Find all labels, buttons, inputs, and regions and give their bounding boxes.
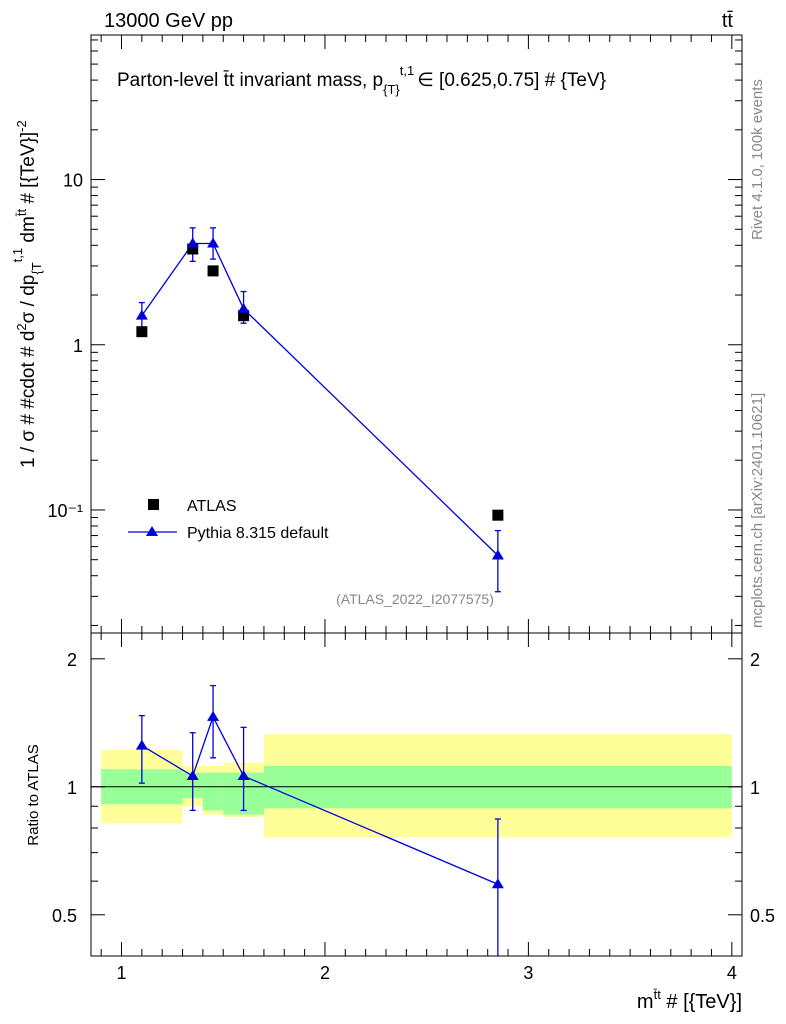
analysis-watermark: (ATLAS_2022_I2077575) (336, 591, 494, 607)
main-marks (135, 227, 504, 593)
ratio-data-point (135, 739, 148, 750)
main-panel: 10 1 10⁻¹ Parton-level t̄t invariant mass,… (10, 34, 743, 634)
main-y-tick-label: 1 (73, 336, 83, 356)
pythia-data-point (207, 237, 220, 248)
atlas-data-point (238, 310, 250, 322)
ratio-y-tick-label-right: 0.5 (750, 906, 775, 926)
ratio-axis-ticks: 0.5 0.5 1 1 2 2 1 2 3 4 (52, 633, 775, 983)
main-y-tick-label: 10 (63, 171, 83, 191)
ratio-y-tick-label-right: 1 (750, 778, 760, 798)
atlas-data-point (136, 326, 148, 338)
main-y-axis-label: 1 / σ # #cdot # d2σ / dp{Tt,1 dmt̄t # [{… (10, 120, 44, 468)
process-label: tt̄ (722, 10, 734, 32)
ratio-panel: 0.5 0.5 1 1 2 2 1 2 3 4 Ratio to ATLAS mt̄t # [{T… (25, 632, 775, 1013)
main-axis-ticks: 10 1 10⁻¹ (47, 35, 742, 633)
pythia-data-point (491, 549, 504, 560)
ratio-data-point (491, 878, 504, 889)
atlas-data-point (207, 265, 219, 277)
pythia-data-point (237, 302, 250, 313)
ratio-data-point (207, 710, 220, 721)
legend-pythia-marker (146, 526, 158, 536)
main-frame (90, 34, 743, 634)
ratio-y-axis-label: Ratio to ATLAS (25, 744, 42, 845)
ratio-uncertainty-bands (101, 734, 732, 838)
legend-atlas-label: ATLAS (187, 498, 237, 515)
ratio-y-tick-label: 2 (67, 650, 77, 670)
rivet-version-label: Rivet 4.1.0, 100k events (749, 79, 766, 240)
x-tick-label: 2 (320, 963, 330, 983)
ratio-data-point (237, 770, 250, 781)
legend-pythia-label: Pythia 8.315 default (187, 525, 329, 542)
ratio-data-point (186, 770, 199, 781)
x-tick-label: 4 (727, 963, 737, 983)
atlas-data-point (187, 243, 199, 255)
ratio-y-tick-label: 0.5 (52, 906, 77, 926)
pythia-data-point (135, 309, 148, 320)
ratio-frame (90, 632, 743, 957)
x-axis-label: mt̄t # [{TeV}] (637, 987, 742, 1013)
x-tick-label: 3 (523, 963, 533, 983)
ratio-y-tick-label-right: 2 (750, 650, 760, 670)
x-tick-label: 1 (117, 963, 127, 983)
energy-label: 13000 GeV pp (104, 10, 233, 32)
atlas-data-point (492, 509, 504, 521)
ratio-stat-uncertainty-band (202, 772, 224, 811)
legend-atlas-marker (148, 499, 159, 510)
ratio-y-tick-label: 1 (67, 778, 77, 798)
legend: ATLAS Pythia 8.315 default (128, 498, 329, 542)
ratio-marks (91, 684, 742, 956)
main-title: Parton-level t̄t invariant mass, p{T}t,1… (117, 63, 606, 97)
mcplots-label: mcplots.cern.ch [arXiv:2401.10621] (749, 393, 766, 628)
pythia-data-point (186, 237, 199, 248)
main-y-tick-label: 10⁻¹ (47, 501, 83, 521)
